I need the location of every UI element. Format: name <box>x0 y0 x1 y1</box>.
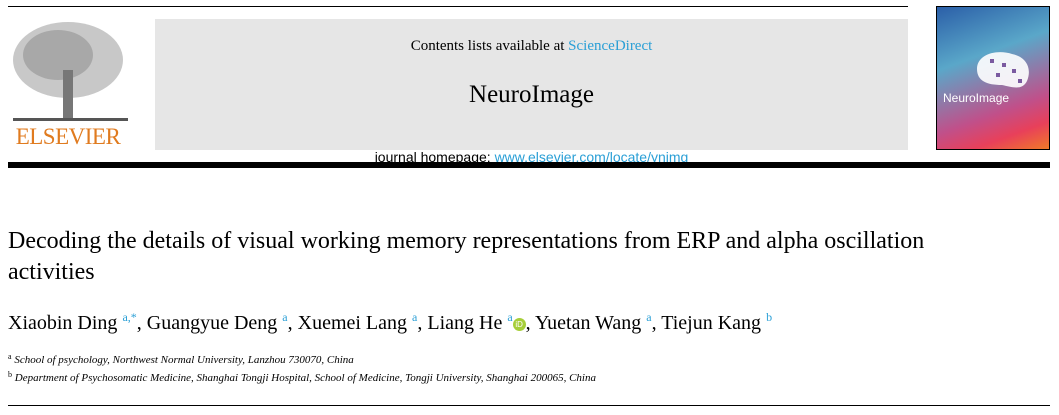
author-affiliation-mark[interactable]: a <box>507 310 513 324</box>
affiliation-text: School of psychology, Northwest Normal U… <box>14 354 354 366</box>
affiliation-mark: b <box>8 370 12 379</box>
author-name: Xuemei Lang <box>297 312 408 334</box>
cover-title: NeuroImage <box>943 91 1010 105</box>
author[interactable]: Liang He aiD <box>427 310 526 334</box>
journal-cover[interactable]: NeuroImage <box>936 6 1050 150</box>
author-list: Xiaobin Ding a,*, Guangyue Deng a, Xueme… <box>8 310 773 334</box>
author-name: Liang He <box>427 312 503 334</box>
affiliation: a School of psychology, Northwest Normal… <box>8 352 354 366</box>
brain-graphic-icon <box>977 52 1029 88</box>
author-affiliation-mark[interactable]: a <box>646 310 652 324</box>
homepage-line: journal homepage: www.elsevier.com/locat… <box>155 149 908 165</box>
author[interactable]: Tiejun Kang b <box>661 310 773 334</box>
homepage-link[interactable]: www.elsevier.com/locate/ynimg <box>494 149 689 165</box>
affiliation-text: Department of Psychosomatic Medicine, Sh… <box>14 372 596 384</box>
section-rule <box>8 405 1050 406</box>
author-affiliation-mark[interactable]: a <box>282 310 288 324</box>
contents-line: Contents lists available at ScienceDirec… <box>155 38 908 55</box>
author-name: Xiaobin Ding <box>8 312 118 334</box>
orcid-icon[interactable]: iD <box>512 317 526 331</box>
homepage-label: journal homepage: <box>374 149 495 165</box>
affiliation: b Department of Psychosomatic Medicine, … <box>8 370 596 384</box>
journal-name: NeuroImage <box>469 81 594 108</box>
header-thick-rule <box>8 162 1050 168</box>
author-name: Guangyue Deng <box>146 312 278 334</box>
affiliation-mark: a <box>8 352 12 361</box>
contents-label: Contents lists available at <box>410 38 569 54</box>
author-affiliation-mark[interactable]: a,* <box>122 310 137 324</box>
author[interactable]: Xiaobin Ding a,* <box>8 310 137 334</box>
author-name: Tiejun Kang <box>661 312 762 334</box>
author-name: Yuetan Wang <box>534 312 642 334</box>
author[interactable]: Xuemei Lang a <box>297 310 418 334</box>
elsevier-tree-logo <box>8 20 128 150</box>
journal-header-box: Contents lists available at ScienceDirec… <box>155 19 908 165</box>
author[interactable]: Guangyue Deng a <box>146 310 288 334</box>
header-rule <box>8 6 908 7</box>
author-affiliation-mark[interactable]: a <box>412 310 418 324</box>
article-title: Decoding the details of visual working m… <box>8 228 925 285</box>
sciencedirect-link[interactable]: ScienceDirect <box>568 38 653 54</box>
author[interactable]: Yuetan Wang a <box>534 310 652 334</box>
author-affiliation-mark[interactable]: b <box>766 310 773 324</box>
elsevier-wordmark: ELSEVIER <box>15 124 121 149</box>
